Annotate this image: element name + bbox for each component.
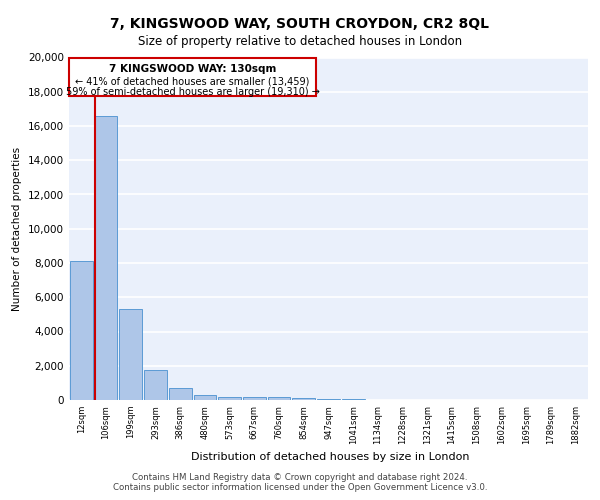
- Text: Size of property relative to detached houses in London: Size of property relative to detached ho…: [138, 35, 462, 48]
- Bar: [194, 395, 216, 400]
- Bar: [144, 370, 167, 400]
- Text: 7 KINGSWOOD WAY: 130sqm: 7 KINGSWOOD WAY: 130sqm: [109, 64, 276, 74]
- Text: ← 41% of detached houses are smaller (13,459): ← 41% of detached houses are smaller (13…: [76, 77, 310, 87]
- Text: Contains HM Land Registry data © Crown copyright and database right 2024.
Contai: Contains HM Land Registry data © Crown c…: [113, 473, 487, 492]
- Bar: [268, 398, 290, 400]
- Text: 7, KINGSWOOD WAY, SOUTH CROYDON, CR2 8QL: 7, KINGSWOOD WAY, SOUTH CROYDON, CR2 8QL: [110, 18, 490, 32]
- Bar: [119, 309, 142, 400]
- Bar: [317, 399, 340, 400]
- Text: 59% of semi-detached houses are larger (19,310) →: 59% of semi-detached houses are larger (…: [65, 87, 320, 97]
- Bar: [243, 397, 266, 400]
- Bar: [218, 396, 241, 400]
- Bar: [169, 388, 191, 400]
- Bar: [70, 262, 93, 400]
- Text: Distribution of detached houses by size in London: Distribution of detached houses by size …: [191, 452, 469, 462]
- Bar: [95, 116, 118, 400]
- Bar: [292, 398, 315, 400]
- Y-axis label: Number of detached properties: Number of detached properties: [13, 146, 22, 311]
- FancyBboxPatch shape: [70, 58, 316, 96]
